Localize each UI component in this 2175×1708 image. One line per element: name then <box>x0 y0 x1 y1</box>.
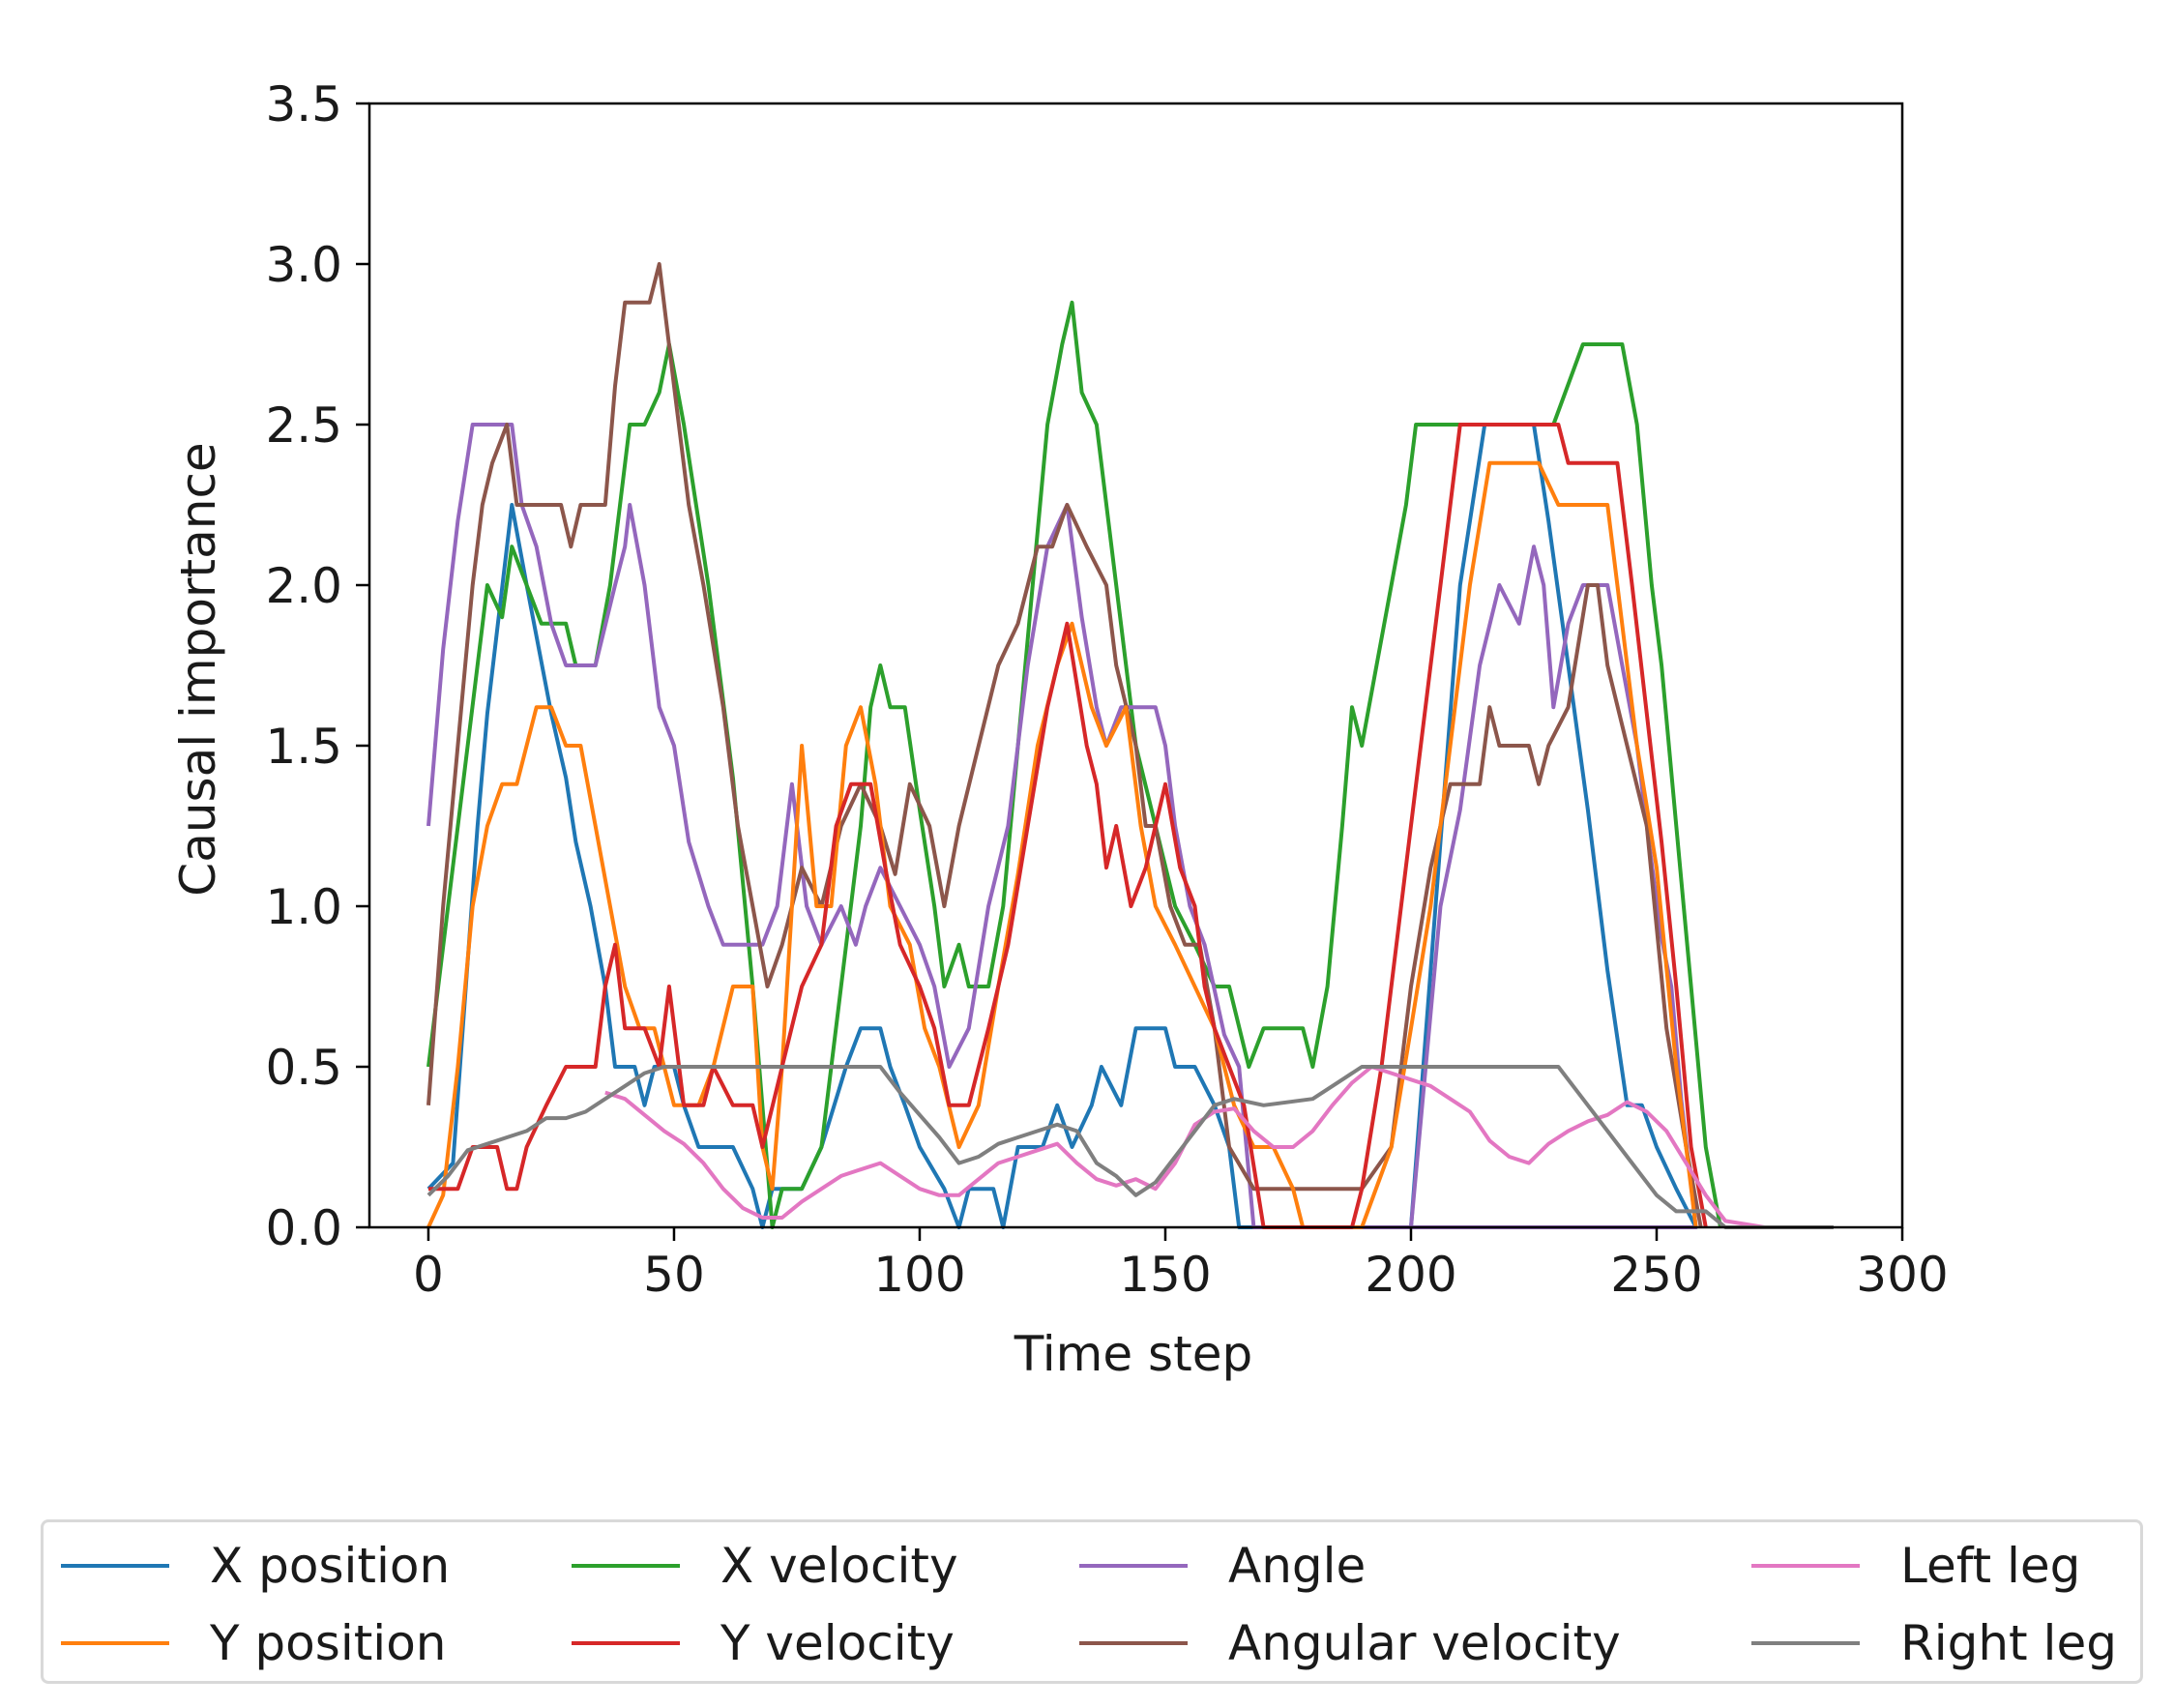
legend-swatch <box>1079 1564 1188 1568</box>
y-tick-label: 1.5 <box>265 719 342 775</box>
y-axis-label: Causal importance <box>170 442 226 896</box>
x-tick-label: 100 <box>873 1247 965 1303</box>
legend-item-x-velocity: X velocity <box>572 1537 958 1595</box>
y-tick-label: 2.0 <box>265 558 342 614</box>
legend-label: X position <box>210 1538 451 1594</box>
legend-item-angle: Angle <box>1079 1537 1366 1595</box>
plot-area <box>367 102 1904 1229</box>
legend-item-left-leg: Left leg <box>1751 1537 2080 1595</box>
legend-label: Y velocity <box>720 1615 955 1671</box>
series-line-x-velocity <box>426 300 1722 1229</box>
x-tick-label: 200 <box>1365 1247 1456 1303</box>
legend-label: Y position <box>210 1615 447 1671</box>
legend-swatch <box>1079 1641 1188 1645</box>
y-tick-label: 1.0 <box>265 879 342 935</box>
series-line-angle <box>426 423 1698 1229</box>
legend-swatch <box>61 1564 169 1568</box>
series-line-right-leg <box>426 1065 1834 1229</box>
legend-swatch <box>1751 1641 1860 1645</box>
x-tick-label: 250 <box>1610 1247 1702 1303</box>
y-tick-label: 3.5 <box>265 76 342 133</box>
series-line-angular-velocity <box>426 262 1703 1228</box>
x-axis-ticks: 0 50 100 150 200 250 300 <box>413 1227 1949 1303</box>
legend-label: X velocity <box>720 1538 958 1594</box>
x-tick-label: 150 <box>1119 1247 1211 1303</box>
series-line-x-position <box>426 423 1698 1229</box>
series-line-y-position <box>426 460 1698 1229</box>
legend-swatch <box>572 1564 680 1568</box>
plot-frame <box>367 102 1904 1229</box>
y-tick-label: 2.5 <box>265 398 342 454</box>
legend-item-right-leg: Right leg <box>1751 1614 2117 1672</box>
legend-item-y-position: Y position <box>61 1614 446 1672</box>
legend-label: Left leg <box>1900 1538 2081 1594</box>
legend-item-x-position: X position <box>61 1537 450 1595</box>
y-tick-label: 3.0 <box>265 237 342 293</box>
legend-item-angular-velocity: Angular velocity <box>1079 1614 1621 1672</box>
legend-swatch <box>61 1641 169 1645</box>
legend-swatch <box>1751 1564 1860 1568</box>
legend-swatch <box>572 1641 680 1645</box>
legend-label: Angular velocity <box>1228 1615 1621 1671</box>
y-tick-label: 0.5 <box>265 1040 342 1096</box>
legend-label: Angle <box>1228 1538 1367 1594</box>
x-axis-label: Time step <box>1014 1326 1252 1382</box>
legend-item-y-velocity: Y velocity <box>572 1614 955 1672</box>
y-tick-label: 0.0 <box>265 1200 342 1256</box>
x-tick-label: 50 <box>643 1247 705 1303</box>
x-tick-label: 0 <box>413 1247 444 1303</box>
legend: X position Y position X velocity Y veloc… <box>41 1519 2143 1684</box>
series-line-left-leg <box>604 1065 1824 1229</box>
x-tick-label: 300 <box>1856 1247 1948 1303</box>
y-axis-ticks: 0.0 0.5 1.0 1.5 2.0 2.5 3.0 3.5 <box>265 76 369 1256</box>
legend-label: Right leg <box>1900 1615 2117 1671</box>
series-line-y-velocity <box>428 423 1708 1229</box>
